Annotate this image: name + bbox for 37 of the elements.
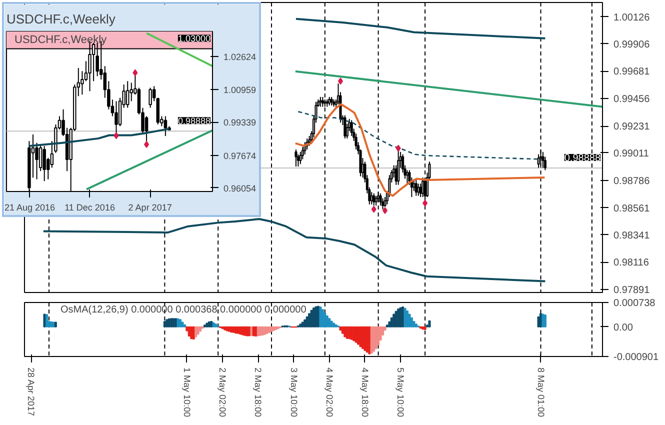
x-tick-label: 3 May 10:00: [288, 368, 299, 418]
band-label: USDCHF.c,Weekly: [14, 34, 108, 46]
y-tick-label: 0.97891: [614, 285, 650, 296]
ref-line-label: 0.98888: [564, 153, 601, 164]
x-tick-label: 28 Apr 2017: [26, 368, 36, 416]
y-tick-label: 0.00: [614, 322, 634, 334]
y-tick-label: 0.96054: [224, 183, 256, 194]
ref-line-label: 0.98888: [178, 116, 211, 126]
y-tick-label: 1.02624: [224, 52, 256, 62]
x-tick-label: 2 Apr 2017: [128, 202, 172, 212]
chart-title: OsMA(12,26,9) 0.000000 0.000368 0.000000 0.000000: [60, 304, 307, 316]
y-tick-label: 0.98561: [614, 203, 650, 214]
y-tick-label: 1.00126: [614, 12, 650, 24]
x-tick-label: 2 May 18:00: [253, 368, 264, 418]
y-tick-label: 0.97674: [224, 150, 256, 161]
chart-title: USDCHF.c,Weekly: [6, 12, 116, 26]
y-tick-label: 0.99231: [614, 122, 650, 133]
x-tick-label: 21 Aug 2016: [4, 202, 56, 212]
y-tick-label: 0.99906: [614, 39, 650, 50]
x-tick-label: 2 May 02:00: [218, 368, 228, 418]
y-tick-label: 0.99456: [614, 94, 650, 106]
x-tick-label: 8 May 01:00: [536, 368, 546, 418]
x-tick-label: 1 May 10:00: [182, 368, 192, 418]
y-tick-label: 0.99339: [224, 118, 256, 128]
y-tick-label: 0.98786: [614, 176, 650, 187]
ref-line-label: 1.03000: [178, 34, 211, 44]
y-tick-label: 0.99011: [614, 148, 650, 160]
x-tick-label: 11 Dec 2016: [64, 202, 115, 212]
y-tick-label: 0.99681: [614, 66, 650, 78]
y-tick-label: -0.000901: [614, 352, 659, 363]
x-tick-label: 5 May 10:00: [396, 368, 406, 418]
y-tick-label: 1.00959: [224, 85, 256, 96]
y-tick-label: 0.98341: [614, 230, 650, 242]
y-tick-label: 0.000738: [614, 298, 656, 309]
x-tick-label: 4 May 02:00: [324, 368, 334, 418]
x-tick-label: 4 May 18:00: [360, 368, 370, 418]
y-tick-label: 0.98116: [614, 258, 650, 269]
